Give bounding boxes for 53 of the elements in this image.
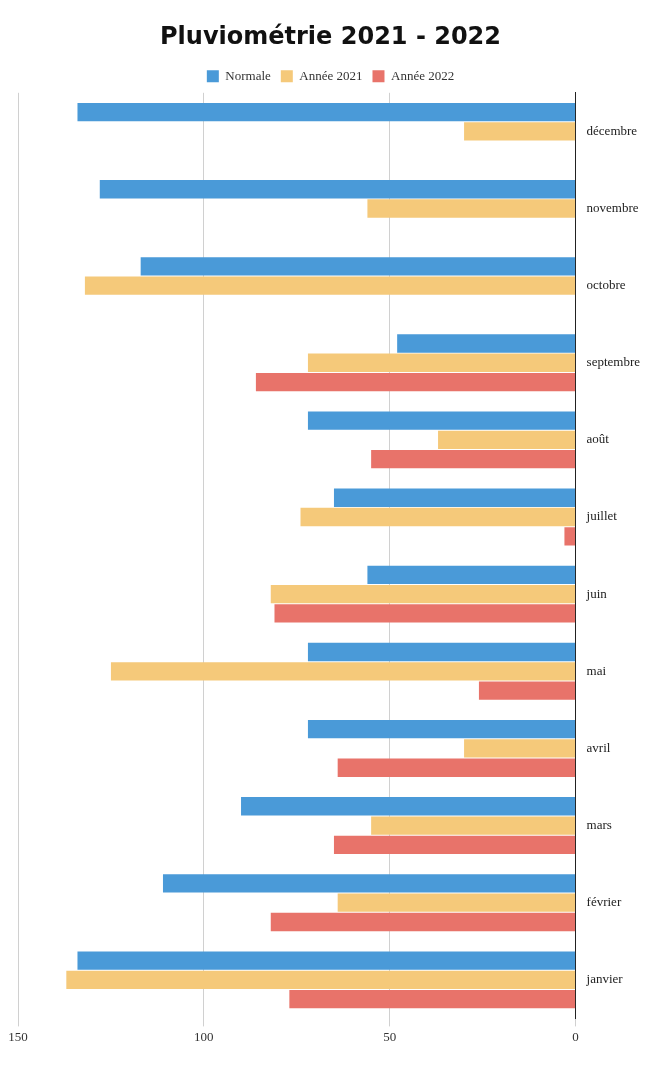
bar: [464, 122, 576, 141]
bar: [307, 719, 576, 739]
bar: [241, 797, 576, 816]
bar: [84, 276, 576, 295]
bar: [397, 334, 576, 353]
bar: [270, 585, 576, 604]
bar: [464, 739, 576, 758]
bar: [77, 951, 576, 970]
bar: [337, 758, 576, 777]
bar: [289, 989, 576, 1009]
bar: [307, 642, 576, 662]
y-tick-label: septembre: [586, 354, 641, 370]
legend-label: Normale: [225, 67, 272, 83]
bar: [438, 430, 576, 450]
bar: [478, 681, 576, 700]
x-tick-label: 100: [194, 1028, 214, 1044]
bar: [270, 912, 576, 932]
bar: [274, 604, 576, 623]
bar: [255, 372, 576, 392]
bar: [140, 257, 576, 276]
y-tick-label: mai: [586, 662, 607, 678]
bar: [307, 353, 576, 372]
x-tick-label: 50: [383, 1028, 397, 1044]
bar: [162, 874, 576, 893]
legend-label: Année 2022: [390, 67, 455, 83]
y-tick-label: avril: [586, 739, 611, 755]
chart-title: Pluviométrie 2021 - 2022: [160, 21, 501, 50]
bar: [371, 816, 576, 835]
bar: [333, 835, 576, 855]
bar: [300, 507, 576, 527]
legend-label: Année 2021: [299, 67, 363, 83]
y-tick-label: janvier: [585, 971, 624, 987]
y-tick-label: novembre: [586, 199, 639, 215]
x-tick-label: 0: [572, 1028, 579, 1044]
bar: [66, 970, 576, 989]
bar: [367, 199, 576, 218]
y-tick-label: octobre: [586, 277, 626, 293]
bar: [371, 450, 576, 469]
bar: [367, 565, 576, 585]
bar: [99, 180, 576, 199]
y-tick-label: juin: [585, 585, 608, 601]
y-tick-label: août: [586, 431, 610, 447]
bar: [564, 527, 576, 546]
bar: [333, 488, 576, 507]
bar: [77, 102, 576, 122]
y-tick-label: mars: [586, 816, 612, 832]
y-tick-label: décembre: [586, 122, 638, 138]
y-tick-label: février: [586, 894, 622, 910]
x-tick-label: 150: [8, 1028, 28, 1044]
bar: [337, 893, 576, 912]
y-tick-label: juillet: [585, 508, 618, 524]
bar: [110, 662, 576, 681]
bar: [307, 411, 576, 430]
